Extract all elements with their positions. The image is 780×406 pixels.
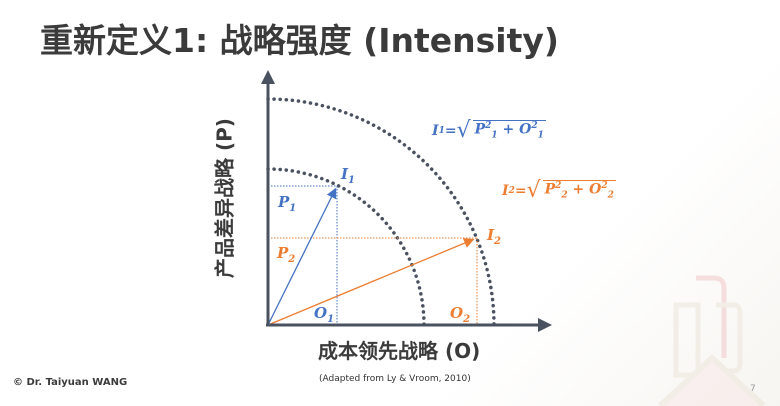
page-title: 重新定义1: 战略强度 (Intensity) [40,21,559,60]
x-axis-label: 成本领先战略 (O) [318,339,481,363]
watermark-logo [657,275,767,406]
label-i1: I1 [341,165,355,186]
x-axis-arrow [538,318,552,332]
page-number: 7 [750,384,756,394]
copyright: © Dr. Taiyuan WANG [13,377,128,388]
label-i2: I2 [487,226,501,247]
y-axis-label: 产品差异战略 (P) [212,118,237,278]
label-p2: P2 [277,244,296,265]
label-o1: O1 [314,304,335,325]
y-axis-arrow [261,70,275,84]
vector-i2 [267,238,475,326]
outer-intensity-arc [266,97,496,327]
vector-i1 [267,187,337,326]
label-p1: P1 [278,193,297,214]
label-o2: O2 [450,304,471,325]
source-citation: (Adapted from Ly & Vroom, 2010) [319,374,471,384]
inner-intensity-arc [266,167,426,327]
